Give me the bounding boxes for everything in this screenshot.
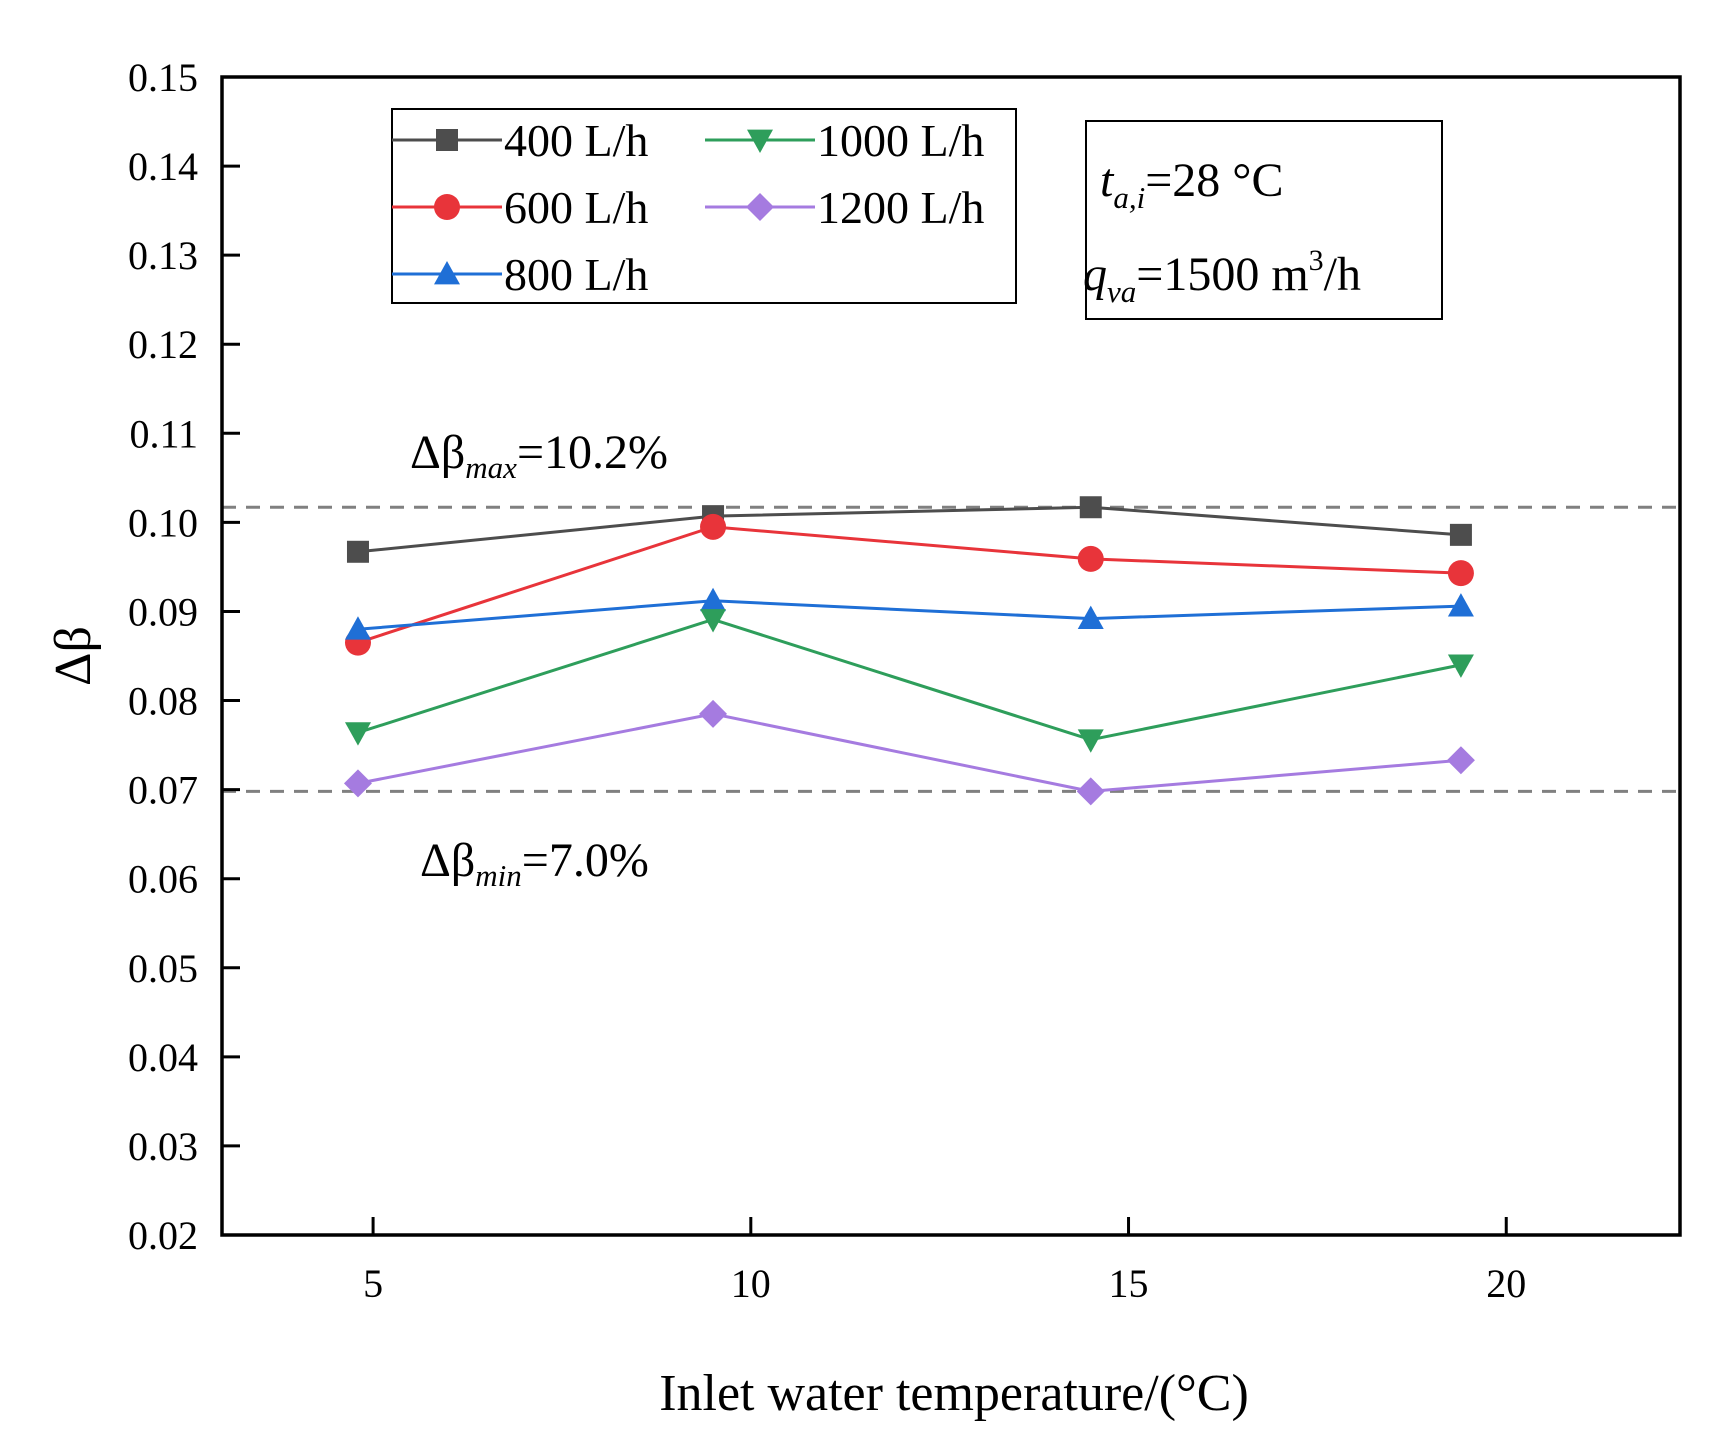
legend-label: 600 L/h: [504, 182, 648, 233]
y-tick-label: 0.10: [128, 500, 198, 545]
x-axis-title: Inlet water temperature/(°C): [659, 1365, 1249, 1422]
series-1000-l-h: [344, 609, 1474, 753]
conditions-frame: [1085, 120, 1443, 320]
legend-marker: [747, 129, 773, 153]
min-annotation: Δβmin=7.0%: [420, 834, 649, 893]
data-point-800-l-h: [344, 616, 371, 640]
y-tick-label: 0.11: [129, 411, 198, 456]
conditions-box: ta,i=28 °C qva=1500 m3/h: [1083, 120, 1443, 320]
y-tick-label: 0.08: [128, 679, 198, 724]
series-line-1000-l-h: [357, 617, 1462, 742]
plot-frame: [220, 75, 1682, 1237]
legend-item-1200-l-h: 1200 L/h: [705, 182, 984, 233]
y-tick-label: 0.03: [128, 1124, 198, 1169]
legend-items: 400 L/h 600 L/h 800 L/h 1000 L/h 1200 L/h: [392, 115, 984, 300]
series-line-1200-l-h: [357, 712, 1462, 793]
data-point-600-l-h: [700, 513, 727, 540]
legend-label: 1200 L/h: [817, 182, 984, 233]
legend-item-800-l-h: 800 L/h: [392, 249, 648, 300]
x-tick-label: 5: [363, 1261, 383, 1306]
legend-item-1000-l-h: 1000 L/h: [705, 115, 984, 166]
data-point-400-l-h: [1449, 523, 1472, 546]
y-tick-label: 0.13: [128, 233, 198, 278]
series-line-800-l-h: [357, 599, 1461, 631]
x-axis: 5 10 15 20: [363, 1217, 1526, 1306]
max-annotation: Δβmax=10.2%: [410, 426, 668, 485]
data-point-1000-l-h: [344, 722, 371, 746]
data-point-800-l-h: [1077, 605, 1104, 629]
x-tick-label: 20: [1486, 1261, 1526, 1306]
y-tick-label: 0.15: [128, 55, 198, 100]
y-tick-label: 0.09: [128, 589, 198, 634]
y-tick-label: 0.04: [128, 1035, 198, 1080]
legend-marker: [434, 194, 460, 220]
reference-lines: [222, 505, 1680, 793]
legend-marker: [746, 193, 774, 221]
data-point-600-l-h: [1077, 545, 1104, 572]
series-800-l-h: [344, 587, 1474, 640]
air-flow-rate-note: qva=1500 m3/h: [1083, 244, 1361, 309]
data-point-1200-l-h: [1446, 746, 1475, 775]
legend: 400 L/h 600 L/h 800 L/h 1000 L/h 1200 L/h: [391, 108, 1017, 304]
data-point-800-l-h: [700, 587, 727, 612]
y-axis: 0.02 0.03 0.04 0.05 0.06 0.07 0.08 0.09 0.10 0.11…: [128, 55, 240, 1258]
y-tick-label: 0.14: [128, 144, 198, 189]
data-point-1200-l-h: [699, 699, 728, 728]
legend-label: 400 L/h: [504, 115, 648, 166]
data-point-1200-l-h: [1076, 777, 1105, 806]
legend-label: 1000 L/h: [817, 115, 984, 166]
data-point-1000-l-h: [1077, 729, 1104, 753]
y-tick-label: 0.07: [128, 768, 198, 813]
data-point-600-l-h: [1447, 560, 1474, 587]
y-tick-label: 0.12: [128, 322, 198, 367]
data-point-800-l-h: [1447, 593, 1474, 617]
legend-marker: [436, 129, 458, 151]
x-tick-label: 10: [731, 1261, 771, 1306]
inlet-air-temperature-note: ta,i=28 °C: [1100, 154, 1284, 215]
data-point-1000-l-h: [1447, 654, 1474, 678]
data-point-1000-l-h: [700, 609, 727, 633]
legend-label: 800 L/h: [504, 249, 648, 300]
legend-item-400-l-h: 400 L/h: [392, 115, 648, 166]
legend-marker: [434, 261, 460, 285]
series-layer: [343, 496, 1475, 806]
data-point-400-l-h: [346, 540, 369, 563]
y-tick-label: 0.06: [128, 857, 198, 902]
series-line-600-l-h: [357, 525, 1461, 645]
y-axis-title: Δβ: [45, 626, 102, 686]
data-point-1200-l-h: [343, 769, 372, 798]
legend-item-600-l-h: 600 L/h: [392, 182, 648, 233]
series-1200-l-h: [343, 699, 1475, 806]
series-line-400-l-h: [357, 505, 1462, 554]
y-tick-label: 0.02: [128, 1213, 198, 1258]
y-tick-label: 0.05: [128, 946, 198, 991]
x-tick-label: 15: [1109, 1261, 1149, 1306]
data-point-400-l-h: [1079, 496, 1102, 519]
